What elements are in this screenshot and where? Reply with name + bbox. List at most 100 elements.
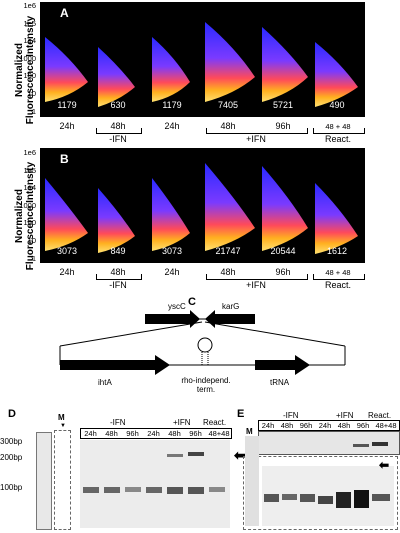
yscc-arrow bbox=[145, 310, 200, 328]
band bbox=[125, 487, 141, 492]
panel-d-lane: 48h bbox=[168, 429, 181, 438]
panel-a-group-label: -IFN bbox=[109, 134, 127, 144]
panel-b-ytick: 1 bbox=[31, 254, 36, 263]
terminator-loop bbox=[197, 337, 213, 353]
band bbox=[282, 494, 297, 500]
panel-a-plot: A 1179 630 1179 7405 5721 490 bbox=[40, 2, 365, 117]
band bbox=[336, 492, 351, 508]
panel-b-count: 3073 bbox=[56, 246, 78, 256]
panel-b-hist-6 bbox=[315, 183, 358, 254]
panel-b-xlabel: 48h bbox=[220, 267, 236, 277]
gene-label-trna: tRNA bbox=[270, 378, 290, 387]
band bbox=[104, 487, 120, 493]
panel-a-xlabel: 24h bbox=[59, 121, 75, 131]
panel-b-count: 3073 bbox=[161, 246, 183, 256]
panel-d-lane: 96h bbox=[189, 429, 202, 438]
panel-a-xlabel: 24h bbox=[164, 121, 180, 131]
panel-b-ytick: 1e5 bbox=[23, 166, 36, 175]
panel-b-letter: B bbox=[60, 152, 69, 166]
panel-e-lane: 24h bbox=[318, 421, 332, 430]
panel-e-lane: 96h bbox=[356, 421, 370, 430]
panel-a-count: 1179 bbox=[57, 100, 77, 110]
panel-d-group-react: React. bbox=[203, 418, 227, 427]
panel-a-count: 630 bbox=[110, 100, 126, 110]
terminator-label-line2: term. bbox=[196, 385, 216, 394]
panel-b-count: 1612 bbox=[326, 246, 348, 256]
panel-e-lane: 24h bbox=[261, 421, 275, 430]
panel-b-hist-4 bbox=[205, 163, 255, 251]
karg-arrow bbox=[205, 310, 255, 328]
panel-d-gel bbox=[80, 440, 230, 528]
panel-b-bracket bbox=[206, 274, 308, 280]
panel-a-xlabel: 48h bbox=[220, 121, 236, 131]
band bbox=[188, 487, 204, 494]
band bbox=[318, 496, 333, 504]
panel-b-count: 21747 bbox=[215, 246, 241, 256]
panel-e-group-plus: +IFN bbox=[336, 411, 354, 420]
gene-label-yscc: yscC bbox=[168, 302, 186, 311]
panel-e-upper-bands bbox=[353, 442, 388, 447]
panel-b-hist-3 bbox=[152, 178, 190, 251]
gene-label-karg: karG bbox=[222, 302, 240, 311]
panel-a-bracket bbox=[96, 128, 142, 134]
panel-d-lane: 48+48 bbox=[208, 429, 230, 438]
panel-a-hist-4 bbox=[205, 22, 255, 102]
panel-b-ytick: 1e4 bbox=[23, 183, 36, 192]
panel-a-hist-6 bbox=[315, 42, 358, 107]
band-upper bbox=[167, 454, 183, 457]
terminator-label-line1: rho-independ. bbox=[181, 376, 231, 385]
panel-b-count: 849 bbox=[110, 246, 126, 256]
panel-d-lane-labels: 24h 48h 96h 24h 48h 96h 48+48 bbox=[80, 428, 232, 439]
band bbox=[264, 494, 279, 502]
gene-label-ihta: ihtA bbox=[98, 378, 112, 387]
panel-d-bands bbox=[83, 452, 225, 494]
panel-b-bracket bbox=[313, 274, 365, 280]
band-upper bbox=[188, 452, 204, 456]
panel-a-letter: A bbox=[60, 6, 69, 20]
panel-b-hist-1 bbox=[45, 178, 88, 251]
panel-b-histograms bbox=[45, 163, 358, 254]
panel-a-group-label: +IFN bbox=[246, 134, 266, 144]
panel-e-letter: E bbox=[237, 408, 245, 420]
panel-b-xlabel: 96h bbox=[275, 267, 291, 277]
panel-e-marker-lane bbox=[245, 436, 259, 526]
panel-a-xlabel: 48 + 48 bbox=[325, 122, 351, 131]
ladder-300bp: 300bp bbox=[0, 437, 23, 446]
panel-a-hist-2 bbox=[98, 47, 135, 107]
panel-e-group-minus: -IFN bbox=[283, 411, 299, 420]
panel-e-lane: 48h bbox=[337, 421, 351, 430]
panel-b-xlabel: 24h bbox=[164, 267, 180, 277]
panel-e-lane-labels: 24h 48h 96h 24h 48h 96h 48+48 bbox=[258, 420, 400, 431]
panel-a-ytick: 1000 bbox=[19, 54, 36, 63]
panel-d-lane: 48h bbox=[105, 429, 118, 438]
panel-e-group-react: React. bbox=[368, 411, 392, 420]
panel-a-group-label: React. bbox=[324, 134, 351, 144]
panel-e-lane: 48+48 bbox=[375, 421, 397, 430]
panel-d-marker-label: M bbox=[58, 413, 65, 422]
panel-a-ytick: 10 bbox=[27, 89, 36, 98]
panel-a-ytick: 1e6 bbox=[23, 1, 36, 10]
panel-a-hist-3 bbox=[152, 37, 190, 102]
panel-b-ytick: 1e6 bbox=[23, 148, 36, 157]
zoom-line-right bbox=[204, 321, 346, 347]
panel-b-group-label: +IFN bbox=[246, 280, 266, 290]
band bbox=[83, 487, 99, 493]
band-upper bbox=[372, 442, 388, 446]
panel-b-xlabel: 24h bbox=[59, 267, 75, 277]
panel-e-marker-label: M bbox=[246, 427, 253, 436]
panel-d-marker-arrow: ▼ bbox=[60, 423, 66, 429]
panel-e-arrow-icon: ⬅ bbox=[379, 458, 390, 472]
panel-a-ytick: 1 bbox=[31, 107, 36, 116]
panel-e-lane: 96h bbox=[299, 421, 313, 430]
panel-d-group-minus: -IFN bbox=[110, 418, 126, 427]
trna-arrow bbox=[255, 355, 310, 375]
panel-c-letter: C bbox=[188, 296, 196, 308]
panel-d-group-plus: +IFN bbox=[173, 418, 191, 427]
panel-b-ytick: 10 bbox=[27, 236, 36, 245]
panel-d-lane: 24h bbox=[147, 429, 160, 438]
panel-a-count: 490 bbox=[329, 100, 345, 110]
band bbox=[354, 490, 369, 508]
band bbox=[372, 494, 390, 501]
panel-e-bands bbox=[264, 490, 390, 508]
